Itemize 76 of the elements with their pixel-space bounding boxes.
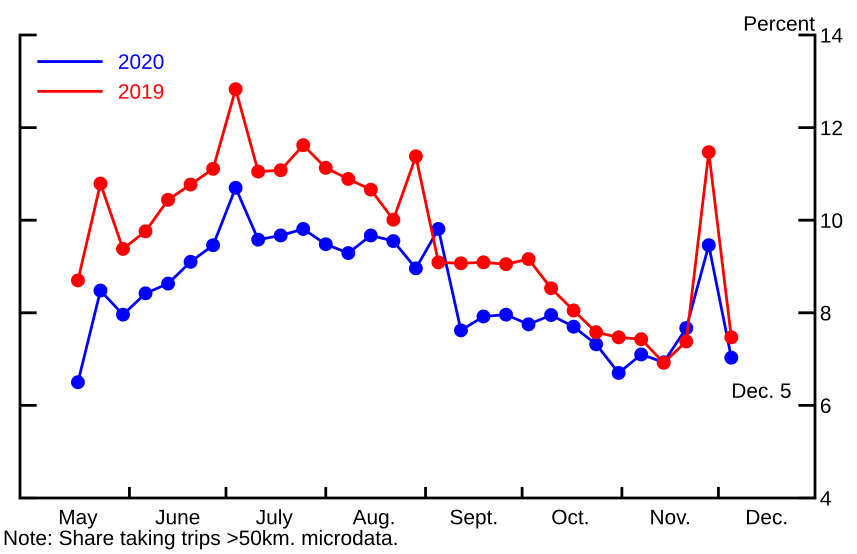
point	[566, 304, 581, 318]
point	[70, 273, 85, 288]
annotation: Dec. 5	[733, 383, 791, 398]
point	[116, 242, 130, 256]
point	[206, 238, 220, 252]
point	[386, 212, 400, 227]
point	[116, 308, 130, 322]
point	[364, 182, 378, 197]
point	[206, 162, 220, 176]
x-tick-label: Sept.	[450, 510, 496, 529]
y-tick-label: 12	[821, 120, 842, 136]
point	[566, 320, 581, 334]
point	[228, 180, 243, 195]
point	[544, 308, 558, 322]
point	[476, 255, 490, 270]
point	[341, 246, 356, 260]
y-axis-title: Percent	[744, 16, 815, 31]
y-tick-label: 14	[821, 28, 842, 43]
point	[522, 317, 536, 332]
y-tick-label: 10	[821, 213, 842, 228]
point	[138, 286, 152, 300]
point	[318, 160, 333, 175]
point	[364, 228, 378, 242]
point	[251, 164, 266, 179]
point	[454, 323, 468, 338]
point	[499, 257, 513, 272]
point	[70, 375, 85, 390]
point	[296, 138, 310, 152]
x-tick-label: July	[256, 509, 293, 529]
point	[184, 254, 198, 269]
x-tick-label: Aug.	[352, 510, 394, 529]
point	[589, 337, 604, 352]
point	[341, 172, 356, 186]
point	[138, 224, 152, 238]
point	[522, 252, 536, 266]
point	[94, 284, 108, 298]
point	[228, 82, 243, 96]
point	[251, 232, 266, 247]
point	[612, 366, 626, 380]
point	[702, 238, 716, 252]
point	[386, 234, 400, 248]
point	[94, 176, 108, 191]
point	[454, 256, 468, 270]
point	[318, 237, 333, 252]
point	[274, 228, 288, 242]
point	[724, 330, 738, 344]
text: Note: Share taking trips >50km. microdata.	[4, 530, 397, 550]
point	[161, 192, 175, 207]
point	[274, 163, 288, 178]
y-tick-label: 4	[820, 491, 831, 506]
point	[612, 330, 626, 344]
x-tick-label: June	[155, 510, 200, 524]
y-tick-label: 8	[820, 306, 831, 321]
point	[634, 332, 648, 346]
x-tick-label: Oct.	[552, 510, 588, 524]
point	[702, 145, 716, 160]
point	[499, 308, 513, 322]
point	[634, 348, 648, 362]
point	[476, 310, 490, 324]
point	[408, 261, 423, 276]
legend-label: 2019	[118, 84, 164, 99]
point	[724, 350, 738, 365]
point	[679, 334, 694, 348]
point	[544, 281, 558, 296]
point	[589, 325, 604, 340]
x-tick-label: Nov.	[651, 510, 689, 524]
point	[161, 276, 175, 291]
x-tick-label: Dec.	[747, 510, 786, 524]
point	[408, 149, 423, 164]
y-tick-label: 6	[820, 398, 831, 414]
point	[296, 222, 310, 236]
legend-label: 2020	[118, 54, 164, 70]
point	[431, 255, 446, 270]
point	[184, 178, 198, 192]
x-tick-label: May	[60, 510, 98, 529]
point	[431, 222, 446, 236]
